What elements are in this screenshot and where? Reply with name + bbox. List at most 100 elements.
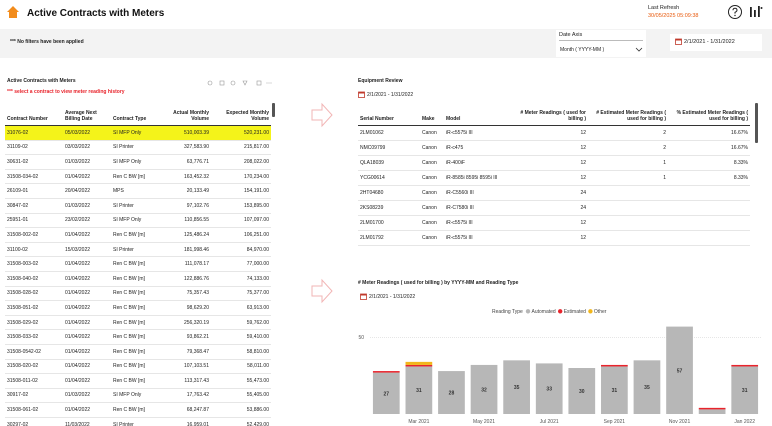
contract-row[interactable]: 31508-028-02 01/04/2022 Ren C BW [m] 75,357… xyxy=(5,286,271,301)
cell[interactable]: 510,003.39 xyxy=(161,125,211,141)
cell[interactable]: 31508-003-02 xyxy=(7,261,39,268)
cell[interactable]: 31508-061-02 xyxy=(7,407,39,414)
home-icon[interactable] xyxy=(6,5,20,19)
cell[interactable]: 31508-002-02 xyxy=(7,231,39,238)
cell[interactable]: 01/04/2022 xyxy=(65,275,91,282)
cell[interactable]: MPS xyxy=(113,188,124,195)
cell[interactable]: 01/03/2022 xyxy=(65,202,91,209)
date-axis-slicer[interactable] xyxy=(556,30,646,57)
cell[interactable]: 01/03/2022 xyxy=(65,392,91,399)
cell[interactable]: 30631-02 xyxy=(7,158,29,165)
column-header[interactable]: Contract Type xyxy=(111,100,161,126)
equipment-row[interactable]: 2LM01700 Canon iR-c5575i III 12 xyxy=(358,215,750,231)
cell[interactable]: Ren C BW [m] xyxy=(113,407,145,414)
cell[interactable]: 63,776.71 xyxy=(186,158,209,165)
cell[interactable]: 55,473.00 xyxy=(246,377,269,384)
cell[interactable]: 208,022.00 xyxy=(243,158,269,165)
cell[interactable]: 30847-02 xyxy=(7,202,29,209)
cell[interactable]: 16,959.01 xyxy=(186,421,209,426)
cell[interactable]: 20/04/2022 xyxy=(65,188,91,195)
contract-row[interactable]: 30847-02 01/03/2022 SI Printer 97,102.76 153… xyxy=(5,198,271,214)
contract-row[interactable]: 31076-02 05/03/2022 SI MFP Only 510,003.39 5… xyxy=(5,125,271,141)
cell[interactable]: Ren C BW [m] xyxy=(113,348,145,355)
contract-row[interactable]: 31508-033-02 01/04/2022 Ren C BW [m] 93,862… xyxy=(5,330,271,345)
equipment-row[interactable]: 2LM01062 Canon iR-c5575i III 12 2 16.67% xyxy=(358,125,750,141)
cell[interactable]: SI MFP Only xyxy=(113,158,142,165)
contract-row[interactable]: 31508-020-02 01/04/2022 Ren C BW [m] 107,10… xyxy=(5,359,271,374)
cell[interactable]: 68,247.87 xyxy=(186,407,209,414)
equipment-row[interactable]: NMC09799 Canon iR-c475 12 2 16.67% xyxy=(358,140,750,156)
cell[interactable]: 31508-051-02 xyxy=(7,304,39,311)
cell[interactable]: SI Printer xyxy=(113,246,134,253)
contract-row[interactable]: 31508-040-02 01/04/2022 Ren C BW [m] 122,88… xyxy=(5,271,271,287)
cell[interactable]: Ren C BW [m] xyxy=(113,304,145,311)
cell[interactable]: 122,886.76 xyxy=(183,275,209,282)
cell[interactable]: SI MFP Only xyxy=(111,125,161,141)
cell[interactable]: 170,234.00 xyxy=(243,173,269,180)
cell[interactable]: 23/02/2022 xyxy=(65,217,91,224)
analytics-icon[interactable] xyxy=(749,5,763,19)
cell[interactable]: 52,429.00 xyxy=(246,421,269,426)
cell[interactable]: 63,913.00 xyxy=(246,304,269,311)
cell[interactable]: 01/03/2022 xyxy=(65,158,91,165)
cell[interactable]: 01/04/2022 xyxy=(65,261,91,268)
column-header[interactable]: Average Next Billing Date xyxy=(63,100,111,126)
cell[interactable]: 84,970.00 xyxy=(246,246,269,253)
cell[interactable]: 107,097.00 xyxy=(243,217,269,224)
cell[interactable]: 31100-02 xyxy=(7,246,28,253)
cell[interactable]: 26109-01 xyxy=(7,188,29,195)
cell[interactable]: 17,763.42 xyxy=(186,392,209,399)
contract-row[interactable]: 31508-029-02 01/04/2022 Ren C BW [m] 256,32… xyxy=(5,315,271,330)
cell[interactable]: 327,583.90 xyxy=(183,144,209,151)
cell[interactable]: 163,452.32 xyxy=(183,173,209,180)
cell[interactable]: Ren C BW [m] xyxy=(113,261,145,268)
date-axis-value[interactable]: Month ( YYYY-MM ) xyxy=(560,47,605,53)
dropdown-chevron[interactable] xyxy=(635,47,643,53)
cell[interactable]: 05/03/2022 xyxy=(63,125,111,141)
cell[interactable]: 01/04/2022 xyxy=(65,319,91,326)
column-header[interactable]: Expected Monthly Volume xyxy=(211,100,271,126)
cell[interactable]: 01/04/2022 xyxy=(65,348,91,355)
cell[interactable]: 75,377.00 xyxy=(246,290,269,297)
cell[interactable]: 153,895.00 xyxy=(243,202,269,209)
cell[interactable]: 01/04/2022 xyxy=(65,334,91,341)
cell[interactable]: 31508-033-02 xyxy=(7,334,39,341)
cell[interactable]: 11/03/2022 xyxy=(65,421,90,426)
contract-row[interactable]: 31508-002-02 01/04/2022 Ren C BW [m] 125,48… xyxy=(5,228,271,243)
cell[interactable]: Ren C BW [m] xyxy=(113,290,145,297)
cell[interactable]: 181,998.46 xyxy=(183,246,209,253)
cell[interactable]: 215,817.00 xyxy=(243,144,269,151)
cell[interactable]: 154,191.00 xyxy=(243,188,269,195)
cell[interactable]: 111,078.17 xyxy=(184,261,209,268)
cell[interactable]: 01/04/2022 xyxy=(65,304,91,311)
cell[interactable]: 01/04/2022 xyxy=(65,173,91,180)
cell[interactable]: 98,629.20 xyxy=(186,304,209,311)
cell[interactable]: SI MFP Only xyxy=(113,392,142,399)
equipment-row[interactable]: QLA18039 Canon iR-400iF 12 1 8.33% xyxy=(358,155,750,171)
cell[interactable]: 31508-020-02 xyxy=(7,363,39,370)
cell[interactable]: 59,410.00 xyxy=(246,334,269,341)
contract-row[interactable]: 30297-02 11/03/2022 SI Printer 16,959.01 52,… xyxy=(5,417,271,426)
column-header[interactable]: Actual Monthly Volume xyxy=(161,100,211,126)
help-icon[interactable] xyxy=(727,4,743,20)
cell[interactable]: 31508-028-02 xyxy=(7,290,39,297)
contract-row[interactable]: 31508-003-02 01/04/2022 Ren C BW [m] 111,07… xyxy=(5,257,271,272)
cell[interactable]: 55,405.00 xyxy=(246,392,269,399)
equipment-row[interactable]: 2HT04680 Canon iR-C5560i III 24 xyxy=(358,185,750,201)
cell[interactable]: 30297-02 xyxy=(7,421,29,426)
cell[interactable]: 25951-01 xyxy=(7,217,29,224)
cell[interactable]: SI MFP Only xyxy=(113,217,142,224)
cell[interactable]: 520,231.00 xyxy=(211,125,271,141)
contract-row[interactable]: 25951-01 23/02/2022 SI MFP Only 110,856.55 1… xyxy=(5,213,271,228)
column-header[interactable]: # Meter Readings ( used for billing ) xyxy=(508,102,588,126)
cell[interactable]: 125,486.24 xyxy=(183,231,209,238)
cell[interactable]: 59,762.00 xyxy=(246,319,269,326)
contract-row[interactable]: 31508-0542-02 01/04/2022 Ren C BW [m] 79,36… xyxy=(5,344,271,359)
equipment-row[interactable]: 2LM01792 Canon iR-c5575i III 12 xyxy=(358,230,750,246)
column-header[interactable]: # Estimated Meter Readings ( used for bi… xyxy=(588,102,668,126)
cell[interactable]: 113,317.43 xyxy=(184,377,209,384)
cell[interactable]: Ren C BW [m] xyxy=(113,363,145,370)
cell[interactable]: 31508-011-02 xyxy=(7,377,38,384)
column-header[interactable]: Contract Number xyxy=(5,100,63,126)
contract-row[interactable]: 31508-061-02 01/04/2022 Ren C BW [m] 68,247… xyxy=(5,403,271,418)
